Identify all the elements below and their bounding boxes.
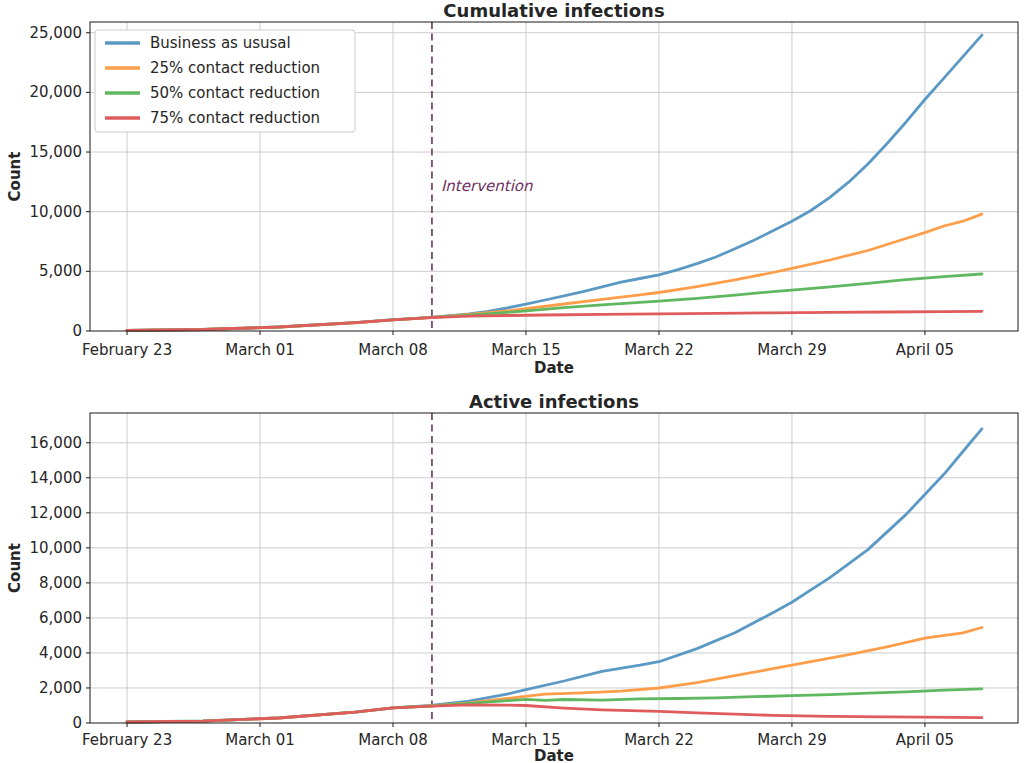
y-tick-label: 20,000 xyxy=(30,83,83,101)
y-axis-label: Count xyxy=(6,543,24,593)
x-tick-label: March 08 xyxy=(358,341,428,359)
y-tick-label: 15,000 xyxy=(30,143,83,161)
y-tick-label: 10,000 xyxy=(30,539,83,557)
legend-label-50-contact-reduction: 50% contact reduction xyxy=(150,84,320,102)
y-tick-label: 0 xyxy=(72,714,82,732)
legend: Business as ususal 25% contact reduction 5… xyxy=(95,30,355,132)
y-tick-label: 5,000 xyxy=(39,262,82,280)
y-tick-label: 0 xyxy=(72,322,82,340)
y-tick-label: 12,000 xyxy=(30,504,83,522)
y-tick-label: 6,000 xyxy=(39,609,82,627)
y-tick-label: 25,000 xyxy=(30,24,83,42)
plot-area xyxy=(90,413,1018,723)
x-axis-label: Date xyxy=(534,359,574,377)
x-tick-label: March 29 xyxy=(757,341,827,359)
y-tick-label: 14,000 xyxy=(30,469,83,487)
chart-cumulative-infections: Intervention February 23 March 01 March 08 M… xyxy=(6,0,1018,377)
chart-title: Cumulative infections xyxy=(443,0,664,21)
chart-title: Active infections xyxy=(469,391,639,412)
x-tick-label: March 01 xyxy=(225,341,295,359)
x-tick-label: February 23 xyxy=(82,731,172,749)
x-tick-label: March 22 xyxy=(624,341,694,359)
y-tick-label: 16,000 xyxy=(30,434,83,452)
x-tick-label: April 05 xyxy=(896,731,954,749)
x-tick-label: April 05 xyxy=(896,341,954,359)
legend-label-business-as-ususal: Business as ususal xyxy=(150,34,291,52)
intervention-label: Intervention xyxy=(441,177,533,195)
y-tick-label: 8,000 xyxy=(39,574,82,592)
x-tick-label: March 01 xyxy=(225,731,295,749)
legend-label-25-contact-reduction: 25% contact reduction xyxy=(150,59,320,77)
infection-charts-svg: Intervention February 23 March 01 March 08 M… xyxy=(0,0,1024,763)
legend-label-75-contact-reduction: 75% contact reduction xyxy=(150,109,320,127)
y-tick-label: 10,000 xyxy=(30,203,83,221)
y-tick-label: 4,000 xyxy=(39,644,82,662)
x-tick-label: March 22 xyxy=(624,731,694,749)
y-tick-label: 2,000 xyxy=(39,679,82,697)
x-tick-label: March 29 xyxy=(757,731,827,749)
x-axis-label: Date xyxy=(534,747,574,763)
x-tick-label: March 15 xyxy=(491,341,561,359)
figure-canvas: Intervention February 23 March 01 March 08 M… xyxy=(0,0,1024,763)
x-tick-label: February 23 xyxy=(82,341,172,359)
x-tick-label: March 08 xyxy=(358,731,428,749)
chart-active-infections: February 23March 01March 08March 15March… xyxy=(6,391,1018,763)
y-axis-label: Count xyxy=(6,152,24,202)
